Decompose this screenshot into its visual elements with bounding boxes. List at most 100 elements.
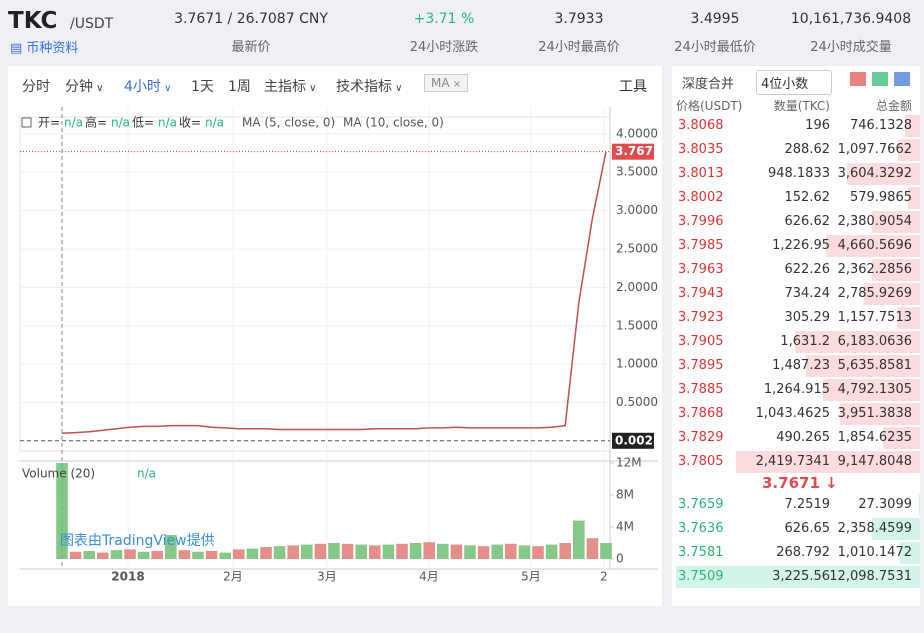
depth-bar	[863, 283, 920, 305]
view-toggle[interactable]	[894, 72, 910, 86]
orderbook: 深度合并 4位小数 价格(USDT) 数量(TKC) 总金额 3.8068 196 746.1…	[672, 66, 920, 606]
info-link-text[interactable]: 币种资料	[26, 41, 79, 56]
legend-value: n/a	[205, 116, 224, 130]
depth-bar	[806, 355, 920, 377]
column-header: 数量(TKC)	[773, 99, 830, 113]
volume-bar	[355, 544, 367, 559]
legend-value: n/a	[158, 116, 177, 130]
caret: ∨	[93, 83, 104, 94]
volume-bar	[491, 544, 503, 559]
last-price-label: 3.7671	[615, 144, 661, 158]
close[interactable]: ×	[449, 79, 462, 90]
last-price: 3.7671 ↓	[762, 474, 838, 492]
total: 1,854.6235	[837, 430, 912, 445]
total: 2,358.4599	[837, 521, 912, 536]
total: 1,097.7662	[837, 142, 912, 157]
chart-panel: 分时 分钟 ∨ 4小时 ∨ 1天 1周 主指标 ∨ 技术指标 ∨ MA × 工具 0.5000 1.…	[8, 66, 662, 606]
toolbar-item[interactable]: 4小时 ∨	[124, 79, 172, 95]
amount: 734.24	[784, 286, 831, 301]
y-tick-label: 2.0000	[616, 280, 658, 294]
precision-select[interactable]: 4位小数	[756, 70, 832, 95]
tools[interactable]: 工具	[619, 79, 647, 95]
volume-bar	[219, 552, 231, 559]
page: TKC /USDT ▤ 币种资料 分时 分钟 ∨ 4小时 ∨ 1天 1周 主指标 ∨ 技术指…	[8, 8, 920, 606]
toolbar-item[interactable]: 主指标 ∨	[264, 79, 317, 95]
price: 3.7885	[678, 382, 724, 397]
total: 9,147.8048	[837, 454, 912, 469]
volume-bar	[464, 545, 476, 559]
view-toggle[interactable]	[872, 72, 888, 86]
price: 3.8035	[678, 142, 724, 157]
y-tick-label: 3.0000	[616, 203, 658, 217]
volume-bar	[505, 543, 517, 559]
ma-label: MA (10, close, 0)	[343, 116, 444, 130]
toolbar-item[interactable]: 1周	[228, 79, 251, 95]
depth-bar	[908, 187, 920, 209]
low-price-tag	[612, 432, 654, 449]
price: 3.7895	[678, 358, 724, 373]
toolbar-item[interactable]: 1天	[191, 79, 214, 95]
amount: 2,419.7341	[755, 454, 830, 469]
volume-bar	[559, 543, 571, 559]
indicator-chip[interactable]: MA ×	[424, 74, 469, 92]
volume-bar	[273, 546, 286, 559]
total: 2,785.9269	[837, 286, 912, 301]
depth-bar	[871, 211, 920, 233]
volume-tick-label: 12M	[616, 456, 642, 470]
price: 3.7985	[678, 238, 724, 253]
volume-bar	[287, 545, 299, 559]
depth-bar	[823, 379, 920, 401]
legend-label: 开=	[38, 116, 60, 130]
depth-bar	[896, 307, 920, 329]
total: 4,660.5696	[837, 238, 912, 253]
caret: ∨	[392, 83, 403, 94]
volume-title: Volume (20)	[22, 467, 95, 481]
y-tick-label: 0.5000	[616, 395, 658, 409]
x-tick-label: 2018	[111, 570, 144, 584]
stat-value: 3.7933	[554, 11, 604, 27]
price: 3.7581	[678, 545, 724, 560]
total: 746.1328	[849, 118, 912, 133]
chart: 0.5000 1.0000 1.5000 2.0000 2.5000 3.0000 3.50…	[19, 100, 661, 584]
depth-bar	[872, 518, 920, 540]
amount: 948.1833	[767, 166, 830, 181]
view-toggle[interactable]	[850, 72, 866, 86]
total: 579.9865	[849, 190, 912, 205]
amount: 626.62	[784, 214, 831, 229]
y-tick-label: 3.5000	[616, 165, 658, 179]
x-tick-label: 2月	[223, 570, 243, 584]
legend-label: 收=	[179, 116, 201, 130]
total: 4,792.1305	[837, 382, 912, 397]
price: 3.8002	[678, 190, 724, 205]
legend-value: n/a	[111, 116, 130, 130]
ma-label: MA (5, close, 0)	[242, 116, 335, 130]
volume-bar	[260, 547, 272, 559]
volume-bar	[69, 551, 82, 559]
depth-bar	[795, 331, 920, 353]
stat-label: 24小时涨跌	[409, 40, 479, 55]
volume-bar	[178, 550, 191, 559]
price: 3.8068	[678, 118, 724, 133]
depth-bar	[840, 403, 920, 425]
toolbar-item[interactable]: 技术指标 ∨	[336, 79, 403, 95]
volume-bar	[573, 520, 585, 559]
stat-value: 3.7671 / 26.7087 CNY	[174, 11, 328, 27]
total: 6,183.0636	[837, 334, 912, 349]
total: 3,604.3292	[837, 166, 912, 181]
info-link[interactable]: ▤ 币种资料	[10, 41, 79, 56]
amount: 626.65	[784, 521, 831, 536]
price-line	[61, 151, 607, 435]
toolbar-item[interactable]: 分时	[22, 79, 50, 95]
price: 3.7943	[678, 286, 724, 301]
price: 3.8013	[678, 166, 724, 181]
y-tick-label: 4.5000	[616, 100, 658, 102]
volume-bar	[137, 551, 150, 559]
depth-bar	[919, 494, 920, 516]
x-tick-label: 2	[600, 570, 608, 584]
price: 3.7805	[678, 454, 724, 469]
toolbar-item[interactable]: 分钟 ∨	[65, 79, 104, 95]
depth-bar	[882, 427, 920, 449]
depth-bar	[872, 259, 920, 281]
volume-bar	[518, 545, 531, 559]
stat-label: 24小时最高价	[538, 40, 620, 55]
